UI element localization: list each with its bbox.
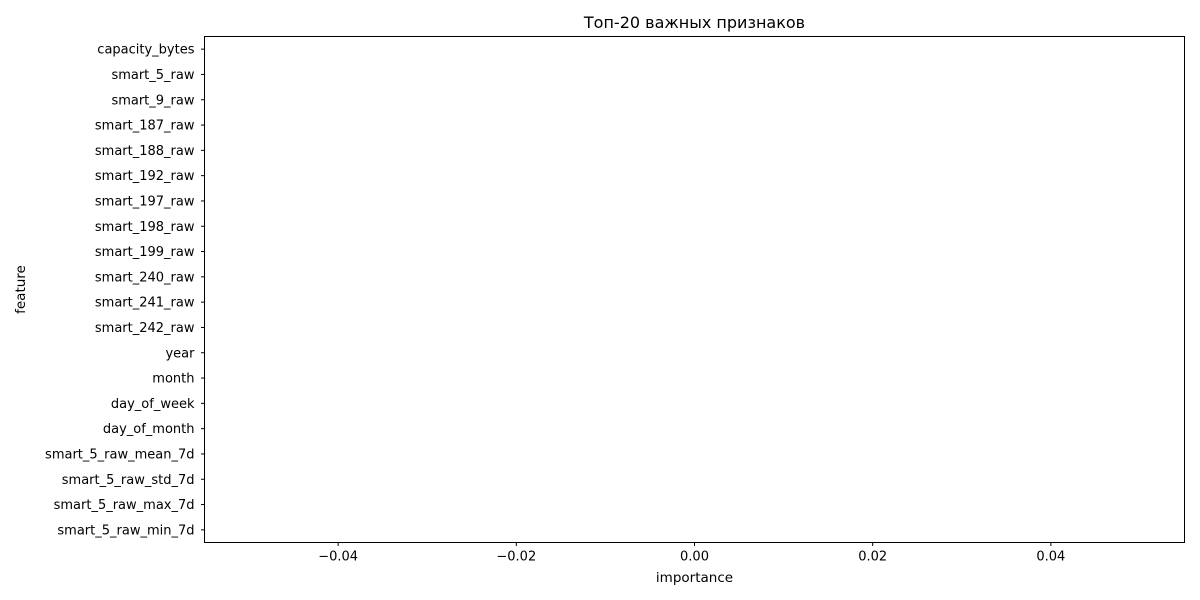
x-tick-label: 0.02 — [858, 550, 887, 565]
y-tick-label: smart_9_raw — [111, 93, 194, 108]
x-tick-label: 0.04 — [1036, 550, 1065, 565]
y-axis-label: feature — [13, 265, 29, 314]
y-tick-label: smart_188_raw — [95, 144, 195, 159]
y-tick-label: smart_187_raw — [95, 119, 195, 134]
y-axis-ticks: capacity_bytes smart_5_raw smart_9_rawsmar… — [45, 43, 205, 538]
y-tick-label: smart_240_raw — [95, 270, 195, 285]
y-tick-label: smart_5_raw_std_7d — [62, 473, 195, 488]
y-tick-label: month — [152, 372, 194, 387]
y-tick-label: smart_199_raw — [95, 245, 195, 260]
y-tick-label: smart_198_raw — [95, 220, 195, 235]
y-tick-label: day_of_week — [111, 397, 195, 412]
x-tick-label: −0.04 — [318, 550, 358, 565]
y-tick-label: day_of_month — [103, 422, 195, 437]
y-tick-label: smart_242_raw — [95, 321, 195, 336]
y-tick-label: smart_5_raw_min_7d — [57, 523, 194, 538]
y-tick-label: capacity_bytes — [97, 43, 194, 58]
y-tick-label: smart_5_raw_max_7d — [54, 498, 195, 513]
y-tick-label: year — [165, 346, 195, 361]
x-tick-label: 0.00 — [680, 550, 709, 565]
plot-area-frame — [204, 36, 1185, 543]
chart-title: Топ-20 важных признаков — [583, 13, 805, 32]
y-tick-label: smart_5_raw — [111, 68, 194, 83]
x-axis-label: importance — [656, 570, 733, 586]
y-tick-label: smart_192_raw — [95, 169, 195, 184]
y-tick-label: smart_5_raw_mean_7d — [45, 447, 194, 462]
x-axis-ticks: −0.04 −0.02 0.00 0.02 0.04 — [318, 542, 1065, 565]
x-tick-label: −0.02 — [496, 550, 536, 565]
y-tick-label: smart_197_raw — [95, 194, 195, 209]
y-tick-label: smart_241_raw — [95, 296, 195, 311]
